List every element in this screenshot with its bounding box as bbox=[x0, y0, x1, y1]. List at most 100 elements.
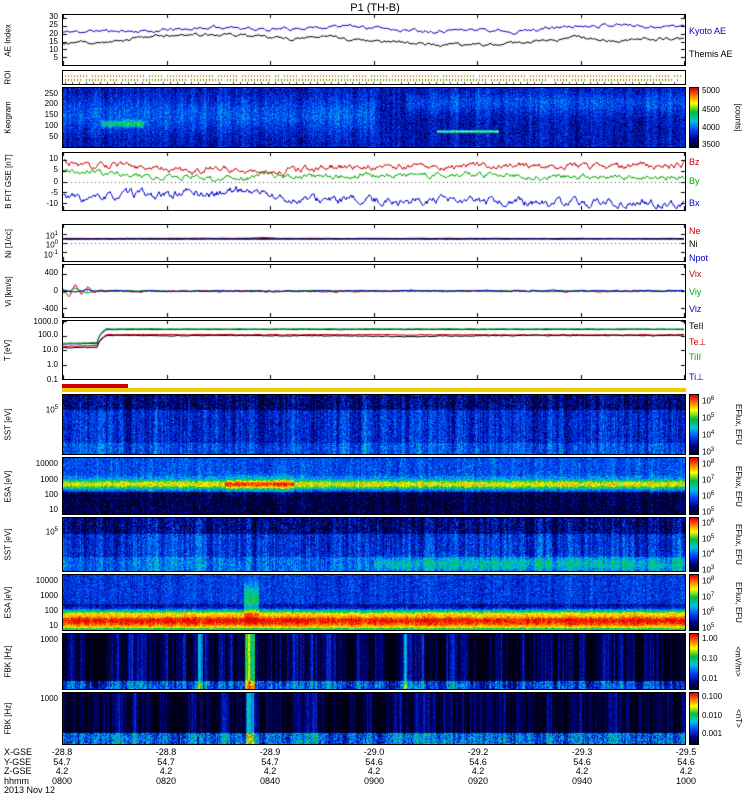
colorbar-esa_elec bbox=[689, 574, 699, 631]
y-tick-ae-0: 30 bbox=[49, 12, 58, 22]
y-axis-label-sst_elec: SST [eV] bbox=[0, 517, 16, 572]
colorbar-keogram bbox=[689, 87, 699, 148]
plot-area-ni bbox=[62, 224, 686, 262]
y-tick-esa_elec-1: 1000 bbox=[40, 591, 58, 601]
y-tick-esa_ions-2: 100 bbox=[44, 490, 58, 500]
y-tick-keogram-0: 250 bbox=[44, 88, 58, 98]
y-tick-vi-1: 0 bbox=[53, 286, 58, 295]
y-tick-ni-0: 101 bbox=[45, 230, 58, 241]
axis-value-hhmm-6: 1000 bbox=[675, 775, 697, 786]
axis-value-x-gse-4: -29.2 bbox=[467, 747, 489, 757]
keogram-canvas bbox=[63, 88, 685, 147]
date-label: 2013 Nov 12 bbox=[4, 785, 56, 795]
trace-label-viz: Viz bbox=[689, 304, 702, 315]
colorbar-tick-fbk_e-1: 0.10 bbox=[702, 653, 718, 663]
colorbar-tick-sst_ions-2: 104 bbox=[702, 430, 715, 440]
colorbar-label-text-fbk_e: <mV/m> bbox=[733, 646, 743, 677]
axis-value-y-gse-3: 54.6 bbox=[365, 756, 383, 767]
y-axis-label-text-bfit: B FIT GSE [nT] bbox=[3, 154, 13, 209]
trace-label-ni: Ni bbox=[689, 238, 698, 249]
panel-esa_elec: ESA [eV] 10000 1000 100 10 108 107 106 105 EFlux,… bbox=[0, 574, 750, 634]
colorbar-canvas-esa_ions bbox=[690, 458, 698, 514]
colorbar-tick-fbk_e-0: 1.00 bbox=[702, 633, 718, 643]
trace-label-npot: Npot bbox=[689, 252, 709, 263]
y-axis-label-fbk_b: FBK [Hz] bbox=[0, 692, 16, 745]
colorbar-label-keogram: [counts] bbox=[728, 87, 748, 148]
y-tick-keogram-1: 200 bbox=[44, 99, 58, 109]
y-axis-label-keogram: Keogram bbox=[0, 87, 16, 148]
colorbar-tick-keogram-3: 3500 bbox=[702, 139, 720, 149]
axis-row-label-z-gse: Z-GSE bbox=[4, 766, 32, 776]
axis-value-hhmm-2: 0840 bbox=[259, 775, 281, 786]
colorbar-tick-esa_ions-1: 107 bbox=[702, 474, 715, 485]
colorbar-tick-sst_elec-1: 105 bbox=[702, 533, 715, 544]
colorbar-tick-esa_ions-0: 108 bbox=[702, 458, 715, 469]
colorbar-tick-esa_elec-3: 105 bbox=[702, 623, 715, 634]
y-axis-label-text-ae: AE Index bbox=[3, 23, 13, 57]
trace-label-kyotoae: Kyoto AE bbox=[689, 26, 727, 36]
y-tick-bfit-1: 5 bbox=[53, 165, 58, 175]
panel-ae: AE Index 30 25 20 15 10 5 Kyoto AE Themis AE bbox=[0, 12, 750, 66]
colorbar-tick-fbk_b-1: 0.010 bbox=[702, 710, 723, 720]
colorbar-label-sst_elec: EFlux, EFU bbox=[728, 517, 748, 572]
panel-esa_ions: ESA [eV] 10000 1000 100 10 108 107 106 105 EFlux,… bbox=[0, 457, 750, 516]
colorbar-tick-fbk_e-2: 0.01 bbox=[702, 673, 718, 683]
y-axis-label-text-fbk_e: FBK [Hz] bbox=[3, 645, 13, 678]
trace-label-bx: Bx bbox=[689, 198, 700, 209]
colorbar-label-sst_ions: EFlux, EFU bbox=[728, 394, 748, 455]
y-axis-label-ae: AE Index bbox=[0, 14, 16, 66]
y-tick-esa_ions-0: 10000 bbox=[35, 459, 58, 469]
y-tick-ni-2: 10-1 bbox=[43, 249, 58, 260]
colorbar-canvas-fbk_b bbox=[690, 693, 698, 744]
colorbar-tick-sst_elec-0: 106 bbox=[702, 518, 715, 529]
colorbar-tick-esa_elec-1: 107 bbox=[702, 591, 715, 602]
colorbar-canvas-sst_ions bbox=[690, 395, 698, 454]
colorbar-tick-esa_elec-0: 108 bbox=[702, 575, 715, 586]
colorbar-tick-fbk_b-0: 0.100 bbox=[702, 692, 723, 702]
plot-area-ae bbox=[62, 14, 686, 66]
y-axis-label-esa_elec: ESA [eV] bbox=[0, 574, 16, 631]
y-tick-esa_elec-0: 10000 bbox=[35, 576, 58, 586]
axis-value-hhmm-4: 0920 bbox=[467, 775, 489, 786]
y-axis-label-ni: Ni [1/cc] bbox=[0, 224, 16, 262]
colorbar-tick-sst_ions-0: 106 bbox=[702, 395, 715, 406]
colorbar-label-esa_elec: EFlux, EFU bbox=[728, 574, 748, 631]
plot-area-esa_ions bbox=[62, 457, 686, 515]
y-tick-temp-0: 1000.0 bbox=[33, 317, 58, 326]
ni-canvas bbox=[63, 225, 685, 261]
y-tick-ae-1: 25 bbox=[49, 20, 58, 30]
colorbar-label-fbk_b: <nT> bbox=[728, 692, 748, 745]
trace-label-ne: Ne bbox=[689, 226, 701, 237]
y-tick-ae-4: 10 bbox=[49, 44, 58, 54]
panel-fbk_b: FBK [Hz] 1000 0.100 0.010 0.001 <nT> bbox=[0, 692, 750, 745]
axis-value-z-gse-1: 4.2 bbox=[159, 766, 173, 776]
trace-label-themisae: Themis AE bbox=[689, 49, 733, 60]
colorbar-label-text-esa_elec: EFlux, EFU bbox=[733, 582, 743, 623]
panel-ni: Ni [1/cc] 101 100 10-1 Ne Ni Npot bbox=[0, 224, 750, 262]
trace-label-viy: Viy bbox=[689, 286, 702, 297]
axis-value-x-gse-3: -29.0 bbox=[363, 747, 385, 757]
panel-vi: Vi [km/s] 400 0 -400 Vix Viy Viz bbox=[0, 264, 750, 318]
trace-label-te: Te⊥ bbox=[689, 337, 707, 347]
panel-keogram: Keogram 250 200 150 100 50 5000 4500 4000 3500 [co… bbox=[0, 86, 750, 149]
y-axis-label-text-sst_elec: SST [eV] bbox=[3, 528, 13, 561]
colorbar-label-text-keogram: [counts] bbox=[733, 103, 743, 132]
y-tick-bfit-2: 0 bbox=[53, 176, 58, 186]
time-axis: 2013 Nov 12 X-GSE -28.8 -28.8 -28.9 -29.0 -29… bbox=[0, 748, 750, 800]
colorbar-label-fbk_e: <mV/m> bbox=[728, 633, 748, 690]
y-axis-label-text-temp: T [eV] bbox=[3, 339, 13, 361]
y-tick-esa_elec-2: 100 bbox=[44, 606, 58, 616]
axis-value-hhmm-0: 0800 bbox=[51, 775, 73, 786]
axis-value-x-gse-1: -28.8 bbox=[155, 747, 177, 757]
trace-label-vix: Vix bbox=[689, 269, 702, 280]
axis-value-y-gse-4: 54.6 bbox=[469, 756, 487, 767]
colorbar-tick-esa_elec-2: 106 bbox=[702, 607, 715, 618]
y-tick-sst_ions-0: 105 bbox=[45, 405, 58, 415]
plot-area-sst_elec bbox=[62, 517, 686, 572]
y-tick-temp-3: 1.0 bbox=[46, 360, 58, 369]
y-tick-bfit-4: -10 bbox=[46, 199, 58, 209]
y-tick-keogram-3: 100 bbox=[44, 121, 58, 131]
y-tick-fbk_b-0: 1000 bbox=[40, 693, 58, 703]
y-axis-label-text-sst_ions: SST [eV] bbox=[3, 408, 13, 441]
